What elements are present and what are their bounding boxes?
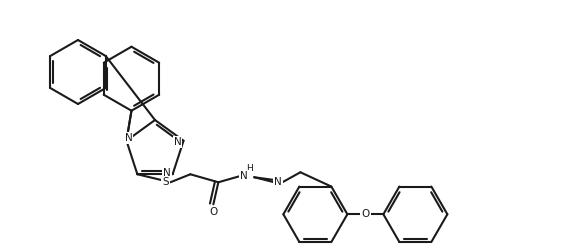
Text: N: N: [241, 171, 248, 181]
Text: N: N: [125, 133, 133, 143]
Text: O: O: [210, 207, 218, 217]
Text: H: H: [246, 164, 253, 173]
Text: O: O: [361, 209, 370, 219]
Text: S: S: [162, 177, 169, 187]
Text: N: N: [274, 177, 282, 187]
Text: N: N: [174, 137, 181, 147]
Text: N: N: [163, 168, 170, 178]
